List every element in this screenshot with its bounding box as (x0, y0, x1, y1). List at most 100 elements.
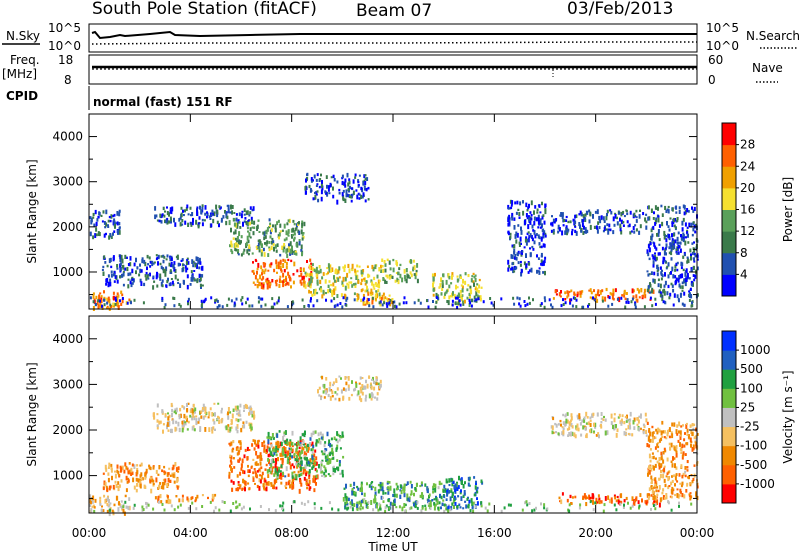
range-cell (215, 298, 218, 302)
range-cell (268, 248, 271, 252)
range-cell (542, 235, 545, 239)
range-cell (235, 418, 238, 422)
range-cell (413, 265, 416, 270)
range-cell (623, 503, 625, 507)
range-cell (683, 211, 686, 216)
range-cell (461, 294, 464, 297)
x-tick-label: 08:00 (274, 526, 309, 540)
range-cell (173, 261, 176, 265)
range-cell (653, 242, 656, 247)
range-cell (599, 290, 602, 295)
range-cell (304, 190, 307, 195)
range-cell (135, 270, 137, 275)
range-cell (531, 245, 534, 249)
range-cell (171, 408, 174, 413)
range-cell (148, 464, 151, 468)
range-cell (310, 272, 313, 278)
range-cell (652, 455, 655, 460)
range-cell (295, 252, 298, 256)
range-cell (428, 493, 431, 497)
range-cell (398, 302, 401, 306)
range-cell (336, 294, 339, 298)
range-cell (458, 503, 461, 506)
range-cell (389, 501, 392, 506)
range-cell (337, 466, 340, 472)
range-cell (660, 271, 663, 275)
range-cell (145, 501, 147, 505)
range-cell (204, 409, 207, 414)
range-cell (457, 485, 460, 489)
range-cell (174, 426, 177, 432)
range-cell (162, 429, 164, 434)
range-cell (548, 298, 551, 302)
range-cell (528, 235, 531, 238)
range-cell (300, 482, 303, 487)
range-cell (302, 468, 305, 474)
range-cell (291, 300, 294, 304)
range-cell (278, 278, 281, 284)
range-cell (523, 261, 526, 266)
range-cell (685, 268, 688, 273)
range-cell (451, 274, 453, 280)
range-cell (105, 222, 108, 227)
range-cell (681, 285, 684, 289)
range-cell (550, 222, 553, 226)
range-cell (675, 445, 678, 450)
range-cell (267, 474, 270, 478)
range-cell (632, 289, 635, 293)
range-cell (313, 197, 316, 200)
range-cell (620, 211, 623, 217)
range-cell (201, 407, 204, 411)
range-cell (682, 232, 685, 237)
colorbar-swatch (722, 445, 736, 466)
range-cell (291, 471, 294, 475)
range-cell (654, 503, 657, 507)
range-cell (291, 445, 294, 448)
range-cell (255, 475, 258, 479)
range-cell (257, 262, 260, 268)
range-cell (103, 298, 106, 302)
range-cell (535, 217, 538, 222)
range-cell (570, 502, 573, 505)
range-cell (168, 212, 170, 217)
range-cell (181, 219, 184, 223)
range-cell (649, 438, 651, 443)
range-cell (283, 269, 286, 273)
range-cell (656, 493, 659, 496)
range-cell (507, 231, 510, 236)
range-cell (525, 236, 528, 240)
range-cell (293, 251, 296, 255)
range-cell (221, 407, 223, 411)
range-cell (306, 260, 308, 263)
range-cell (117, 502, 120, 505)
range-cell (619, 226, 622, 232)
range-cell (653, 271, 656, 276)
range-cell (237, 412, 240, 417)
range-cell (287, 229, 290, 234)
range-cell (655, 256, 658, 261)
range-cell (526, 209, 529, 212)
range-cell (296, 269, 299, 273)
range-cell (598, 497, 601, 502)
range-cell (364, 397, 367, 402)
range-cell (313, 488, 316, 493)
range-cell (111, 509, 114, 513)
range-cell (671, 222, 674, 227)
range-cell (574, 297, 577, 300)
range-cell (356, 194, 359, 200)
range-cell (324, 441, 327, 444)
range-cell (286, 441, 289, 446)
range-cell (688, 277, 691, 280)
range-cell (440, 495, 443, 500)
range-cell (256, 470, 259, 473)
range-cell (293, 230, 296, 234)
range-cell (344, 501, 347, 507)
range-cell (131, 276, 134, 279)
range-cell (283, 440, 286, 443)
range-cell (118, 226, 121, 229)
range-cell (326, 460, 329, 465)
range-cell (178, 218, 181, 222)
range-cell (363, 174, 366, 179)
range-cell (396, 487, 398, 491)
range-cell (542, 214, 545, 217)
